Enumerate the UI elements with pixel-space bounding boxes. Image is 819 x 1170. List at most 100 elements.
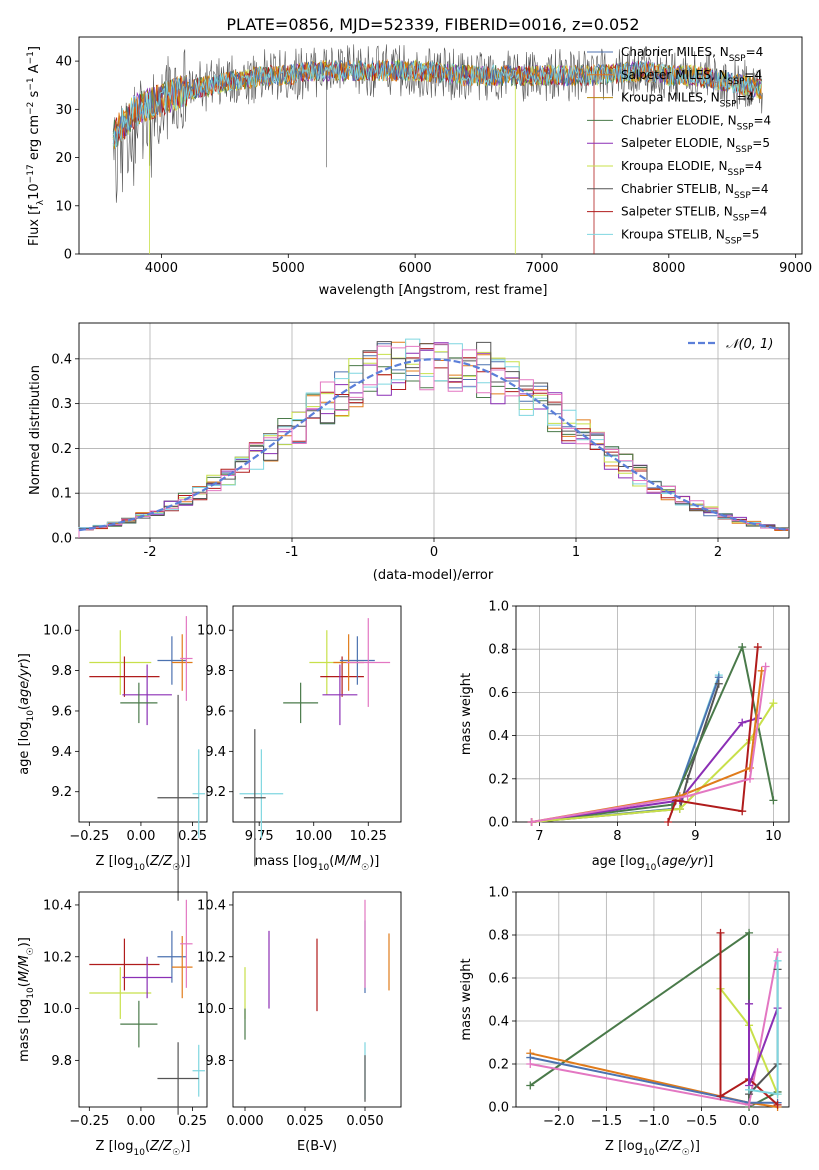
weight-marker [745, 928, 754, 937]
x-tick-label: −0.25 [69, 1114, 109, 1129]
mass-vs-ebv-panel: 0.000 0.025 0.050 9.8 10.0 10.2 10.4 E(B-V) [197, 891, 402, 1154]
weight-marker [745, 1085, 754, 1094]
weight-marker [773, 956, 782, 965]
plot-frame [232, 605, 402, 823]
y-axis-label: age [log10(age/yr)] [17, 653, 36, 775]
plot-frame [78, 322, 790, 539]
x-tick-label: 9.75 [245, 829, 274, 844]
weight-marker [716, 1092, 725, 1101]
x-tick-label: 0.0 [739, 1114, 760, 1129]
weight-marker [716, 928, 725, 937]
x-tick-label: 0 [430, 545, 438, 560]
x-tick-label: -1 [286, 545, 299, 560]
x-tick-label: 0.025 [286, 1114, 323, 1129]
y-axis-label: Normed distribution [28, 365, 43, 495]
weight-marker [738, 643, 747, 652]
x-tick-label: 10.25 [350, 829, 387, 844]
plot-frame [78, 891, 208, 1108]
plot-frame [232, 891, 402, 1108]
y-tick-label: 9.2 [205, 785, 226, 800]
weight-marker [745, 1100, 754, 1109]
plot-frame [78, 605, 208, 823]
y-tick-label: 0.1 [51, 487, 72, 502]
x-tick-label: 7000 [525, 261, 558, 276]
y-tick-label: 20 [55, 151, 72, 166]
y-tick-label: 0.8 [488, 643, 509, 658]
legend-label: Salpeter MILES, NSSP=4 [621, 68, 762, 87]
gaussian-curve [78, 358, 790, 532]
legend-label: Chabrier STELIB, NSSP=4 [621, 182, 769, 201]
x-tick-label: 9000 [779, 261, 812, 276]
y-tick-label: 0.3 [51, 397, 72, 412]
x-tick-label: 4000 [145, 261, 178, 276]
x-tick-label: 8 [613, 829, 621, 844]
y-axis-label: Flux [fλ10−17 erg cm−2 s−1 A−1] [26, 46, 46, 246]
spectrum-panel: 4000 5000 6000 7000 8000 9000 0 10 20 30 40 Chabrie… [26, 36, 812, 298]
mass-weight-vs-age-panel: 7 8 9 10 0.0 0.2 0.4 0.6 0.8 1.0 age [log10(age/yr… [459, 600, 790, 873]
mass-weight-vs-metallicity-panel: −2.0 −1.5 −1.0 −0.5 0.0 0.0 0.2 0.4 0.6 0.8 1.0 Z [… [459, 886, 790, 1158]
y-tick-label: 0.6 [488, 972, 509, 987]
histogram-pink [78, 343, 789, 538]
y-tick-label: 0.8 [488, 929, 509, 944]
y-tick-label: 9.4 [205, 745, 226, 760]
y-tick-label: 0.4 [51, 352, 72, 367]
x-tick-label: −1.0 [638, 1114, 670, 1129]
y-tick-label: 10.0 [197, 1002, 226, 1017]
weight-marker [714, 679, 723, 688]
x-tick-label: 9 [691, 829, 699, 844]
weight-marker [769, 796, 778, 805]
x-tick-label: -2 [144, 545, 157, 560]
y-tick-label: 0.2 [488, 1058, 509, 1073]
x-tick-label: 0.25 [178, 829, 207, 844]
x-tick-label: 0.25 [178, 1114, 207, 1129]
x-tick-label: 0.050 [346, 1114, 383, 1129]
x-tick-label: −0.25 [69, 829, 109, 844]
x-tick-label: 2 [714, 545, 722, 560]
legend-label: Chabrier ELODIE, NSSP=4 [621, 113, 771, 132]
weight-marker [773, 1100, 782, 1109]
y-tick-label: 9.4 [51, 745, 72, 760]
y-tick-label: 1.0 [488, 600, 509, 615]
weight-line-kroupa-elodie [531, 702, 775, 823]
y-tick-label: 9.8 [51, 1054, 72, 1069]
weight-marker [738, 807, 747, 816]
x-axis-label: (data-model)/error [373, 568, 494, 583]
weight-line-salpeter-stelib [667, 646, 759, 823]
y-axis-label: mass weight [459, 958, 474, 1040]
legend-label: Salpeter ELODIE, NSSP=5 [621, 136, 770, 155]
y-tick-label: 0.4 [488, 1015, 509, 1030]
y-tick-label: 10.2 [197, 950, 226, 965]
legend-label: Kroupa MILES, NSSP=4 [621, 91, 754, 110]
age-vs-mass-panel: 9.75 10.00 10.25 9.2 9.4 9.6 9.8 10.0 mass [log1… [197, 605, 402, 873]
x-tick-label: 8000 [652, 261, 685, 276]
y-tick-label: 10.0 [43, 624, 72, 639]
x-tick-label: 10 [765, 829, 782, 844]
weight-line-salpeter-elodie [531, 717, 759, 823]
weight-marker [746, 774, 754, 783]
x-tick-label: 5000 [272, 261, 305, 276]
x-tick-label: 6000 [399, 261, 432, 276]
weight-line-pink [531, 666, 767, 823]
y-tick-label: 0.4 [488, 729, 509, 744]
y-tick-label: 0.0 [51, 532, 72, 547]
x-tick-label: 0.00 [126, 1114, 155, 1129]
figure-title: PLATE=0856, MJD=52339, FIBERID=0016, z=0… [226, 15, 639, 34]
y-tick-label: 0.2 [51, 442, 72, 457]
y-axis-label: mass weight [459, 673, 474, 755]
y-tick-label: 9.8 [51, 664, 72, 679]
x-tick-label: −1.5 [591, 1114, 623, 1129]
spectrum-line-salpeter-stelib [112, 60, 763, 254]
x-axis-label: E(B-V) [297, 1139, 337, 1154]
weight-marker [773, 1090, 782, 1099]
y-tick-label: 0.2 [488, 772, 509, 787]
y-tick-label: 0.0 [488, 816, 509, 831]
x-axis-label: mass [log10(M/M☉)] [255, 854, 380, 873]
weight-marker [527, 818, 536, 826]
weight-marker [745, 999, 754, 1008]
y-tick-label: 9.8 [205, 1054, 226, 1069]
x-tick-label: 1 [572, 545, 580, 560]
x-tick-label: 7 [535, 829, 543, 844]
x-tick-label: 0.00 [126, 829, 155, 844]
weight-marker [753, 643, 762, 652]
